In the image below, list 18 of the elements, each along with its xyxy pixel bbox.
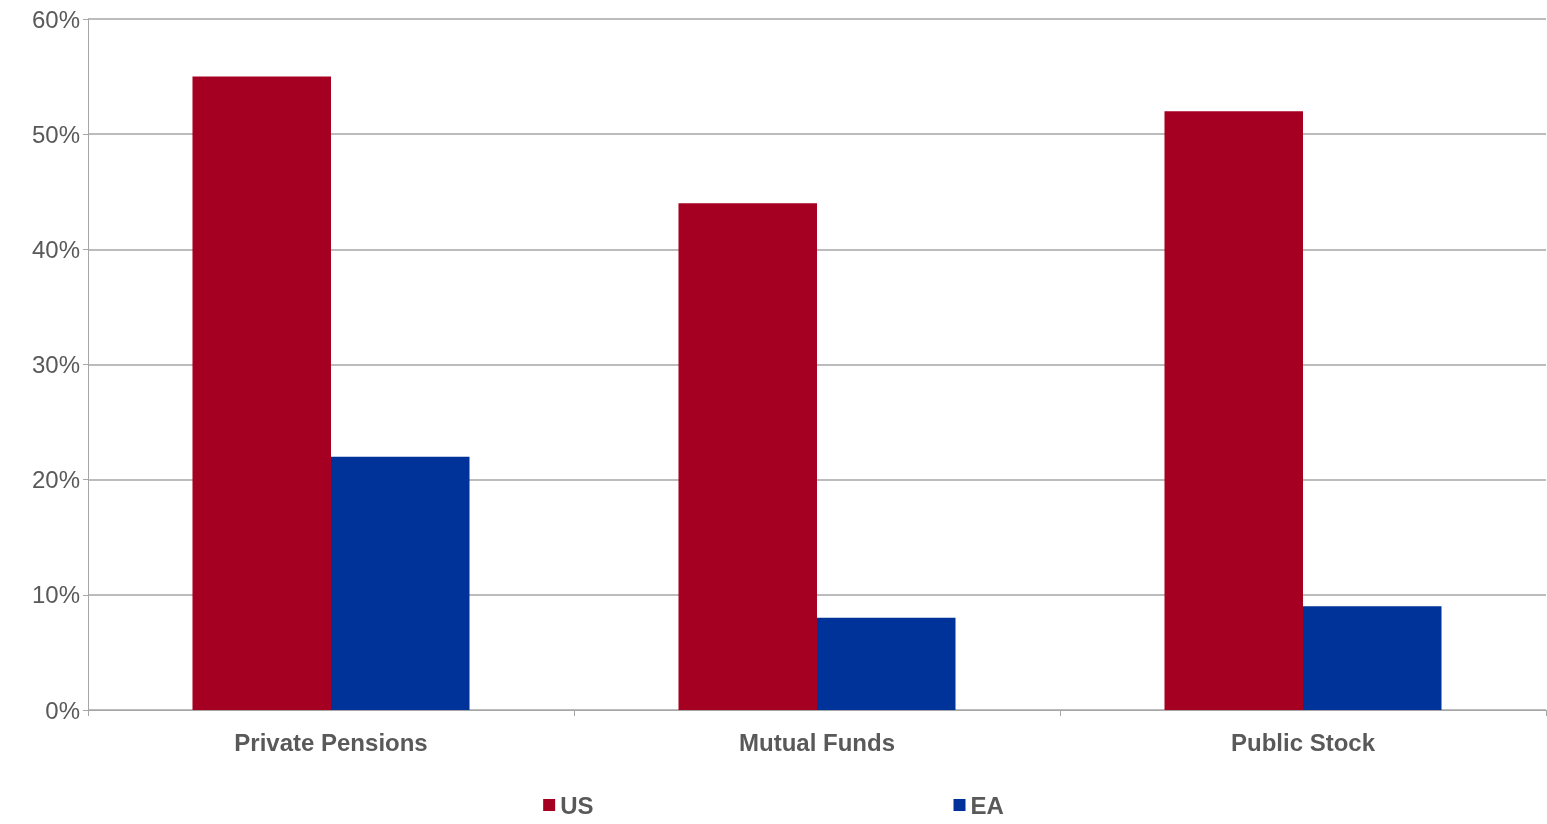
bar <box>817 617 956 710</box>
x-tick-label: Mutual Funds <box>739 728 895 756</box>
y-tick-label: 40% <box>31 235 80 263</box>
bar <box>1303 606 1442 710</box>
y-tick-label: 0% <box>45 696 80 724</box>
y-tick-label: 10% <box>31 581 80 609</box>
legend-label: US <box>560 791 594 819</box>
legend-label: EA <box>970 791 1004 819</box>
y-tick-label: 30% <box>31 351 80 378</box>
x-tick-label: Private Pensions <box>234 728 428 756</box>
bar <box>678 203 817 710</box>
bar <box>331 456 470 710</box>
x-tick-label: Public Stock <box>1230 728 1376 756</box>
y-tick-label: 50% <box>31 120 80 148</box>
bar <box>1164 111 1303 710</box>
bar <box>192 76 331 710</box>
y-tick-label: 60% <box>31 5 80 33</box>
y-tick-label: 20% <box>31 466 80 494</box>
